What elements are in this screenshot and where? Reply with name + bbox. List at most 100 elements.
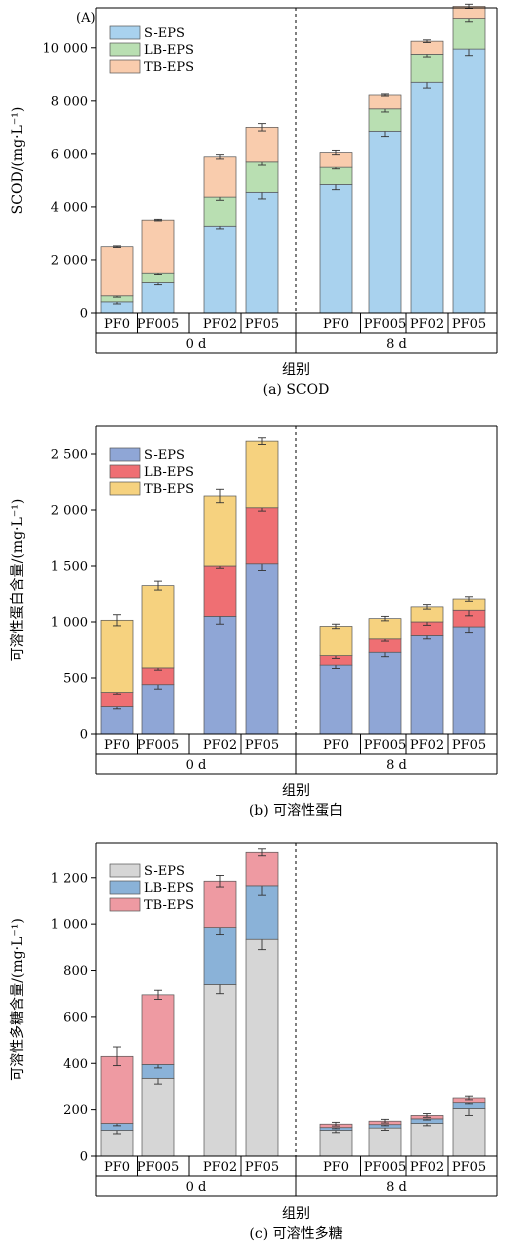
- legend-swatch: [109, 481, 141, 496]
- x-tick-label: PF02: [410, 317, 444, 332]
- legend: S-EPS LB-EPS TB-EPS: [109, 863, 194, 913]
- bar-lb-eps-8d-pf05: [452, 18, 486, 50]
- x-tick-label: PF005: [364, 738, 407, 753]
- bar-tb-eps-0d-pf05: [245, 440, 279, 509]
- category-table: [95, 312, 497, 354]
- bar-s-eps-8d-pf005: [368, 651, 402, 735]
- y-axis-title: SCOD/(mg·L⁻¹): [10, 107, 26, 215]
- y-tick-label: 0: [80, 307, 88, 322]
- bar-tb-eps-8d-pf005: [368, 618, 402, 640]
- error-bar: [381, 1118, 389, 1124]
- y-axis-title: 可溶性蛋白含量/(mg·L⁻¹): [10, 499, 26, 662]
- bar-tb-eps-0d-pf05: [245, 851, 279, 887]
- legend-label: TB-EPS: [144, 898, 194, 913]
- x-tick-label: PF0: [323, 738, 349, 753]
- x-tick-label: PF0: [323, 1160, 349, 1175]
- x-tick-label: PF005: [137, 317, 180, 332]
- x-axis-title: 组别: [282, 362, 310, 378]
- bar-tb-eps-0d-pf05: [245, 126, 279, 163]
- bar-lb-eps-0d-pf05: [245, 161, 279, 193]
- x-tick-label: PF02: [410, 1160, 444, 1175]
- bar-lb-eps-0d-pf02: [203, 927, 237, 985]
- bar-s-eps-0d-pf02: [203, 984, 237, 1157]
- legend-swatch: [109, 863, 141, 878]
- error-bar: [154, 580, 162, 591]
- y-tick-label: 1 000: [51, 918, 88, 933]
- bar-s-eps-8d-pf005: [368, 1127, 402, 1157]
- bar-lb-eps-8d-pf02: [410, 54, 444, 83]
- x-tick-label: PF02: [203, 317, 237, 332]
- bar-tb-eps-0d-pf0: [100, 246, 134, 297]
- x-tick-label: PF005: [364, 317, 407, 332]
- error-bar: [332, 149, 340, 156]
- bar-s-eps-8d-pf005: [368, 130, 402, 314]
- y-tick-label: 8 000: [51, 94, 88, 109]
- bar-s-eps-0d-pf02: [203, 616, 237, 735]
- bar-tb-eps-0d-pf02: [203, 495, 237, 567]
- bar-s-eps-0d-pf02: [203, 225, 237, 314]
- y-tick-label: 4 000: [51, 200, 88, 215]
- group-label: 8 d: [386, 337, 407, 352]
- error-bar: [423, 39, 431, 43]
- x-tick-label: PF02: [203, 1160, 237, 1175]
- bar-s-eps-0d-pf05: [245, 938, 279, 1157]
- error-bar: [332, 623, 340, 630]
- error-bar: [258, 123, 266, 132]
- x-tick-label: PF0: [104, 317, 130, 332]
- bar-s-eps-8d-pf02: [410, 81, 444, 314]
- group-label: 0 d: [186, 758, 207, 773]
- y-tick-label: 1 200: [51, 871, 88, 886]
- y-tick-label: 1 500: [51, 560, 88, 575]
- x-axis-title: 组别: [282, 783, 310, 799]
- x-tick-label: PF05: [245, 317, 279, 332]
- x-axis-title: 组别: [282, 1206, 310, 1222]
- y-tick-label: 10 000: [43, 41, 89, 56]
- error-bar: [216, 488, 224, 504]
- x-tick-label: PF05: [452, 738, 486, 753]
- x-tick-label: PF05: [245, 738, 279, 753]
- error-bar: [113, 245, 121, 248]
- group-label: 8 d: [386, 1180, 407, 1195]
- bar-s-eps-0d-pf005: [141, 1077, 175, 1157]
- panel-mark: (A): [76, 11, 96, 26]
- error-bar: [154, 989, 162, 1000]
- error-bar: [423, 1113, 431, 1118]
- x-tick-label: PF05: [452, 1160, 486, 1175]
- y-tick-label: 0: [80, 728, 88, 743]
- bar-s-eps-8d-pf05: [452, 48, 486, 314]
- bar-s-eps-0d-pf005: [141, 684, 175, 735]
- bar-s-eps-8d-pf02: [410, 635, 444, 735]
- y-tick-label: 600: [63, 1010, 88, 1025]
- error-bar: [465, 1095, 473, 1101]
- bar-tb-eps-8d-pf0: [319, 626, 353, 656]
- error-bar: [113, 1046, 121, 1067]
- bar-s-eps-8d-pf0: [319, 664, 353, 735]
- bar-tb-eps-8d-pf02: [410, 40, 444, 55]
- figure-caption: (b) 可溶性蛋白: [249, 803, 343, 819]
- legend: S-EPS LB-EPS TB-EPS: [109, 25, 194, 75]
- x-tick-label: PF02: [203, 738, 237, 753]
- x-tick-label: PF005: [364, 1160, 407, 1175]
- bar-tb-eps-0d-pf02: [203, 156, 237, 198]
- bar-tb-eps-0d-pf0: [100, 619, 134, 693]
- x-tick-label: PF05: [452, 317, 486, 332]
- legend-label: LB-EPS: [144, 43, 194, 58]
- x-tick-label: PF02: [410, 738, 444, 753]
- y-tick-label: 2 000: [51, 504, 88, 519]
- legend-swatch: [109, 880, 141, 895]
- y-axis-title: 可溶性多糖含量/(mg·L⁻¹): [9, 918, 26, 1081]
- bar-s-eps-0d-pf005: [141, 282, 175, 314]
- error-bar: [465, 596, 473, 602]
- bar-tb-eps-0d-pf02: [203, 880, 237, 928]
- error-bar: [381, 615, 389, 622]
- error-bar: [258, 437, 266, 445]
- legend-label: S-EPS: [144, 864, 185, 879]
- figure-caption: (c) 可溶性多糖: [249, 1225, 342, 1242]
- legend-label: LB-EPS: [144, 465, 194, 480]
- y-tick-label: 400: [63, 1057, 88, 1072]
- bar-tb-eps-8d-pf005: [368, 94, 402, 110]
- bar-s-eps-0d-pf05: [245, 563, 279, 735]
- bar-lb-eps-8d-pf0: [319, 166, 353, 185]
